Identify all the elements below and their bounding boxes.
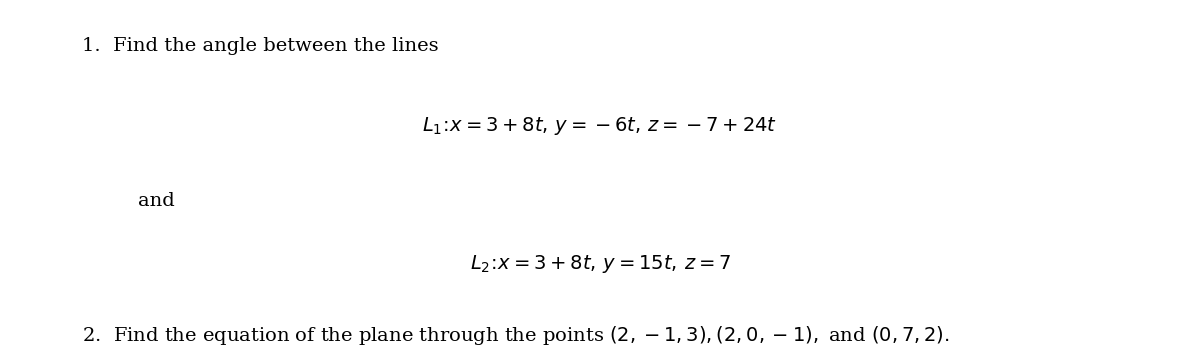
Text: $L_2\!:\!x = 3 + 8t,\, y = 15t,\, z = 7$: $L_2\!:\!x = 3 + 8t,\, y = 15t,\, z = 7$ <box>469 253 731 275</box>
Text: $L_1\!:\!x = 3 + 8t,\, y = -6t,\, z = -7 + 24t$: $L_1\!:\!x = 3 + 8t,\, y = -6t,\, z = -7… <box>422 115 778 137</box>
Text: 1.  Find the angle between the lines: 1. Find the angle between the lines <box>82 37 438 55</box>
Text: and: and <box>138 192 175 210</box>
Text: 2.  Find the equation of the plane through the points $(2,-1,3),(2,0,-1),$ and $: 2. Find the equation of the plane throug… <box>82 324 949 347</box>
